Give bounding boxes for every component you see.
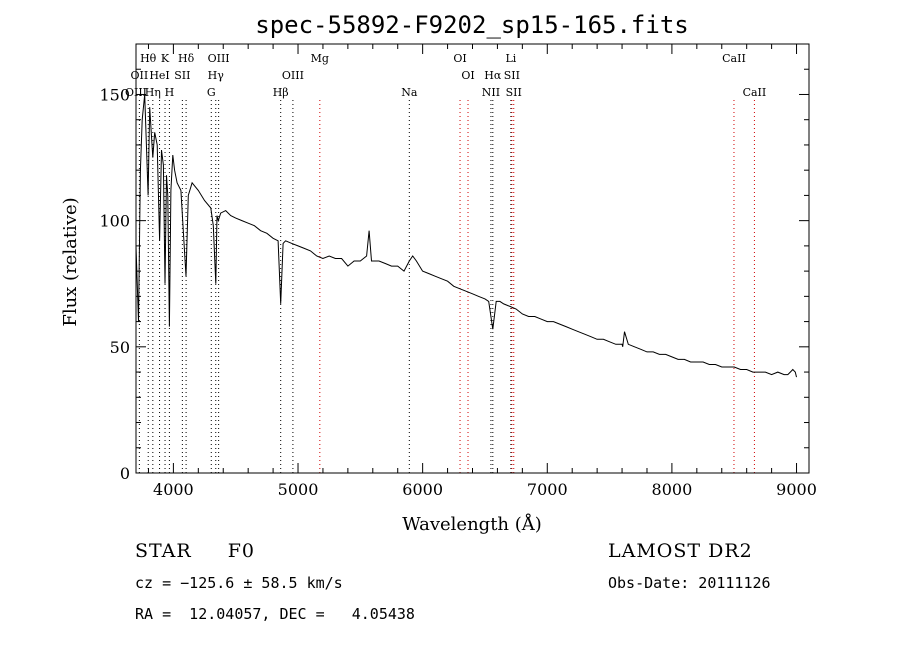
spectral-line-label: K <box>161 52 170 65</box>
x-axis-label: Wavelength (Å) <box>402 513 542 535</box>
spectral-line-label: Hα <box>484 69 502 82</box>
spectral-line-label: SII <box>504 69 520 82</box>
spectral-line-label: OIII <box>208 52 230 65</box>
x-tick-label: 9000 <box>776 480 817 499</box>
spectral-line-label: G <box>207 86 216 99</box>
spectral-line-label: OI <box>453 52 466 65</box>
x-tick-label: 6000 <box>402 480 443 499</box>
spectral-line-markers <box>135 100 755 473</box>
y-tick-label: 50 <box>110 338 130 357</box>
plot-frame <box>135 43 810 474</box>
spectral-line-label: Hθ <box>140 52 157 65</box>
x-tick-label: 5000 <box>278 480 319 499</box>
redshift-text: cz = −125.6 ± 58.5 km/s <box>135 574 343 592</box>
x-tick-label: 4000 <box>153 480 194 499</box>
y-tick-label: 150 <box>99 85 130 104</box>
spectral-line-label: Hβ <box>273 86 289 99</box>
spectrum-chart: spec-55892-F9202_sp15-165.fits Wavelengt… <box>60 11 817 535</box>
spectral-line-label: SII <box>174 69 190 82</box>
spectral-line-label: Na <box>401 86 418 99</box>
subclass-label: F0 <box>227 540 255 562</box>
spectrum-line <box>135 94 797 378</box>
x-tick-label: 8000 <box>652 480 693 499</box>
axis-ticks: 4000 5000 6000 7000 8000 9000 0 50 100 150 <box>99 44 817 499</box>
spectrum-plot-svg: spec-55892-F9202_sp15-165.fits Wavelengt… <box>60 11 817 535</box>
y-axis-label: Flux (relative) <box>60 197 81 326</box>
spectral-line-label: OIII <box>282 69 304 82</box>
spectral-line-label: OII <box>131 69 149 82</box>
x-tick-label: 7000 <box>527 480 568 499</box>
spectral-line-label: H <box>165 86 175 99</box>
spectral-line-label: CaII <box>722 52 746 65</box>
spectral-line-label: OI <box>461 69 474 82</box>
spectral-line-label: Mg <box>311 52 329 65</box>
class-label: STAR <box>135 540 192 562</box>
spectral-line-label: Hγ <box>208 69 225 82</box>
y-tick-label: 0 <box>120 464 130 483</box>
spectral-line-label: Hη <box>145 86 161 99</box>
spectral-line-label: Li <box>505 52 516 65</box>
spectral-line-label: CaII <box>743 86 767 99</box>
obs-date-text: Obs-Date: 20111126 <box>608 574 771 592</box>
coordinates-text: RA = 12.04057, DEC = 4.05438 <box>135 605 415 623</box>
spectral-line-label: HeI <box>149 69 169 82</box>
spectral-line-label: NII <box>482 86 500 99</box>
y-tick-label: 100 <box>99 212 130 231</box>
spectral-line-label: SII <box>506 86 522 99</box>
chart-title: spec-55892-F9202_sp15-165.fits <box>255 11 688 39</box>
object-class: STAR F0 <box>135 540 255 562</box>
spectral-line-label: Hδ <box>178 52 195 65</box>
survey-label: LAMOST DR2 <box>608 540 753 562</box>
